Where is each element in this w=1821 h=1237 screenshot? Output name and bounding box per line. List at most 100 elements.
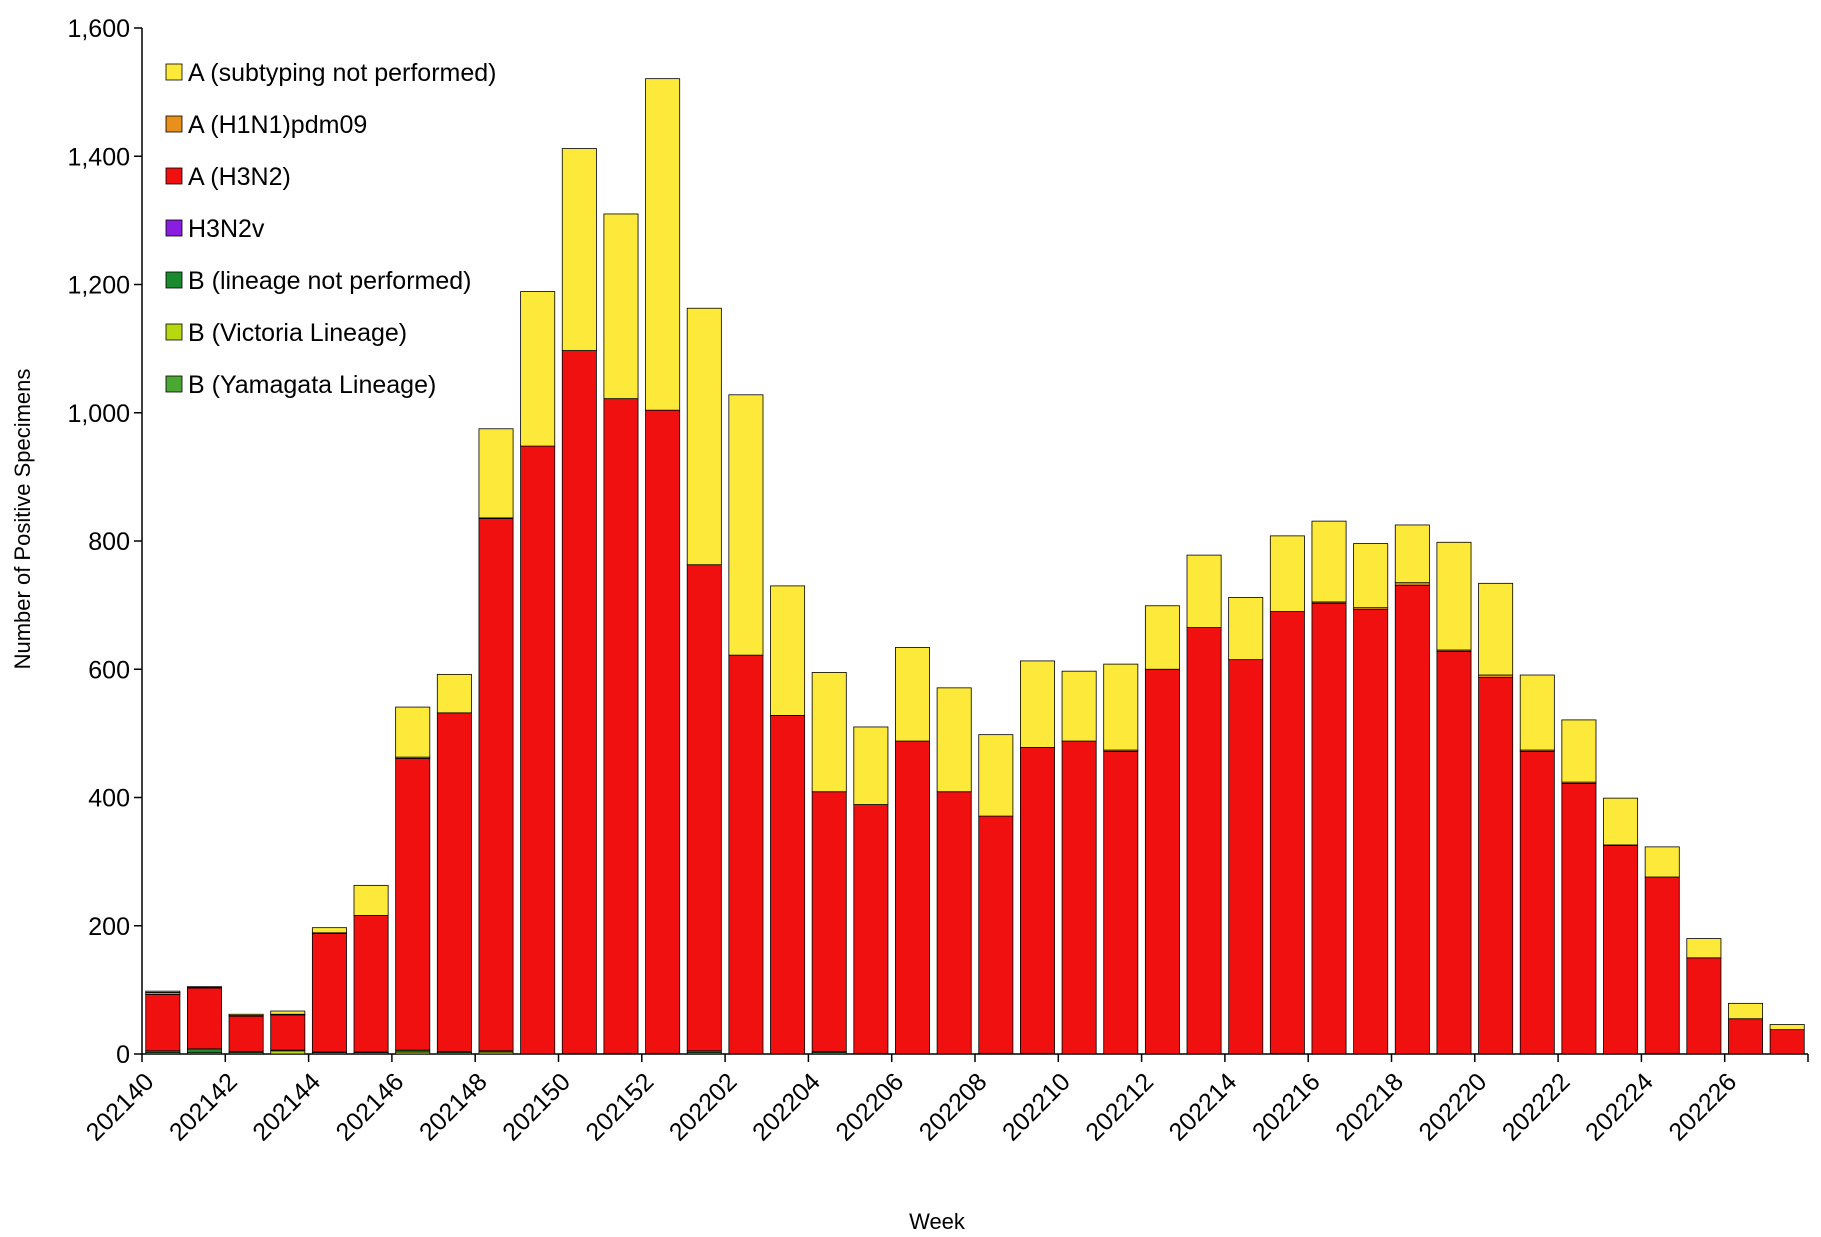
bar-segment <box>1353 543 1389 609</box>
bar-202219 <box>1436 541 1472 1055</box>
y-tick-label: 800 <box>88 528 130 556</box>
bar-segment <box>270 1010 306 1015</box>
legend-swatch <box>165 167 183 185</box>
x-tick-label: 202226 <box>1663 1068 1742 1147</box>
bar-segment <box>186 986 222 988</box>
x-tick-label: 202148 <box>414 1068 493 1147</box>
bar-segment <box>186 1048 222 1054</box>
bar-segment <box>145 993 181 1052</box>
bar-segment <box>603 398 639 1054</box>
bar-segment <box>436 712 472 1052</box>
bar-segment <box>1019 660 1055 748</box>
bar-segment <box>436 673 472 714</box>
bar-segment <box>728 394 764 656</box>
bar-202147 <box>436 673 472 1055</box>
bar-segment <box>478 428 514 519</box>
bar-segment <box>686 307 722 566</box>
bar-202220 <box>1478 582 1514 1055</box>
legend-label: A (H3N2) <box>188 163 291 191</box>
y-tick-label: 1,200 <box>67 272 130 300</box>
bar-segment <box>895 740 931 1055</box>
y-axis: 0 200 400 600 800 1,000 1,200 1,400 1,600 <box>67 15 143 1069</box>
bar-202140 <box>145 990 181 1055</box>
bar-segment <box>1311 602 1347 1055</box>
bar-202210 <box>1061 670 1097 1055</box>
legend-label: A (subtyping not performed) <box>188 59 497 87</box>
y-tick-label: 1,600 <box>67 15 130 43</box>
y-tick-label: 1,400 <box>67 143 130 171</box>
bar-202222 <box>1561 719 1597 1055</box>
bar-segment <box>1478 582 1514 676</box>
bar-segment <box>1061 670 1097 742</box>
bar-202216 <box>1311 520 1347 1055</box>
x-tick-label: 202214 <box>1164 1068 1243 1147</box>
x-tick-label: 202152 <box>581 1068 660 1147</box>
legend-label: B (Yamagata Lineage) <box>188 371 436 399</box>
legend-item: B (Yamagata Lineage) <box>165 371 436 399</box>
bar-202217 <box>1353 543 1389 1055</box>
bar-segment <box>936 687 972 793</box>
bar-segment <box>1061 740 1097 1055</box>
bar-segment <box>978 815 1014 1054</box>
bar-segment <box>1394 584 1430 1055</box>
bar-202203 <box>770 585 806 1055</box>
y-tick-label: 0 <box>116 1041 130 1069</box>
bar-segment <box>228 1013 264 1016</box>
bar-segment <box>1644 876 1680 1054</box>
y-axis-title: Number of Positive Specimens <box>10 369 35 670</box>
bar-segment <box>1353 609 1389 1055</box>
bar-segment <box>1769 1024 1805 1031</box>
bar-202143 <box>270 1010 306 1055</box>
bar-segment <box>1519 750 1555 1055</box>
bar-202218 <box>1394 524 1430 1055</box>
legend: A (subtyping not performed) A (H1N1)pdm09… <box>165 59 497 399</box>
bar-segment <box>1644 846 1680 878</box>
bar-202224 <box>1644 846 1680 1055</box>
bar-segment <box>395 757 431 1051</box>
bar-segment <box>645 409 681 1054</box>
bar-202146 <box>395 706 431 1055</box>
bar-segment <box>811 791 847 1052</box>
bar-segment <box>603 213 639 400</box>
bar-segment <box>1019 747 1055 1054</box>
legend-item: A (H3N2) <box>165 163 291 191</box>
x-axis: 202140 202142 202144 202146 202148 202150 2021… <box>81 1053 1809 1147</box>
x-tick-label: 202150 <box>497 1068 576 1147</box>
bar-segment <box>186 987 222 1050</box>
bar-segment <box>520 291 556 447</box>
bar-segment <box>1519 674 1555 751</box>
bar-segment <box>1228 597 1264 661</box>
bar-segment <box>353 884 389 916</box>
y-tick-label: 400 <box>88 785 130 813</box>
bar-segment <box>478 518 514 1052</box>
bar-segment <box>1394 524 1430 584</box>
bar-202215 <box>1269 535 1305 1055</box>
x-tick-label: 202142 <box>164 1068 243 1147</box>
x-tick-label: 202202 <box>664 1068 743 1147</box>
bar-202223 <box>1603 797 1639 1055</box>
bar-segment <box>561 148 597 351</box>
legend-item: H3N2v <box>165 215 265 243</box>
bar-segment <box>728 654 764 1055</box>
bar-segment <box>895 647 931 742</box>
bar-segment <box>1103 663 1139 751</box>
legend-item: A (H1N1)pdm09 <box>165 111 367 139</box>
bar-202205 <box>853 726 889 1055</box>
bar-segment <box>645 78 681 411</box>
x-tick-label: 202218 <box>1330 1068 1409 1147</box>
bar-segment <box>1561 719 1597 783</box>
bar-202213 <box>1186 554 1222 1055</box>
bar-202148 <box>478 428 514 1055</box>
bar-segment <box>936 791 972 1055</box>
bar-segment <box>853 726 889 805</box>
bar-segment <box>1144 605 1180 670</box>
bar-202144 <box>311 927 347 1055</box>
x-tick-label: 202206 <box>830 1068 909 1147</box>
bar-202226 <box>1728 1002 1764 1055</box>
bar-202141 <box>186 986 222 1055</box>
y-tick-label: 600 <box>88 656 130 684</box>
bar-segment <box>978 734 1014 817</box>
bar-segment <box>1186 554 1222 628</box>
bar-segment <box>1186 627 1222 1055</box>
bar-202211 <box>1103 663 1139 1055</box>
